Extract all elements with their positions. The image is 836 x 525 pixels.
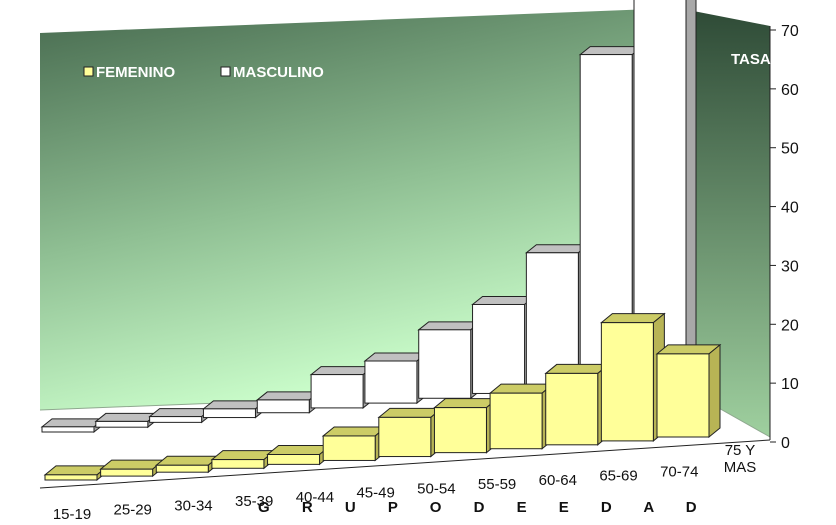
masculino-bar — [364, 360, 418, 404]
y-tick-label: 0 — [781, 435, 790, 452]
y-axis-ticks: 0 10 20 30 40 50 60 70 — [770, 23, 799, 452]
legend: FEMENINO MASCULINO — [83, 64, 324, 81]
x-tick-label: 15-19 — [53, 506, 91, 523]
masculino-bar — [202, 408, 256, 419]
femenino-bar — [545, 372, 599, 446]
x-axis-title: G R U P O D E E D A D — [258, 499, 711, 516]
femenino-bar — [378, 416, 432, 458]
femenino-bar — [211, 459, 265, 469]
masculino-bar — [418, 329, 472, 399]
x-tick-label: 40-44 — [296, 489, 334, 506]
femenino-bar — [600, 322, 654, 442]
category-labels: 15-19 25-29 30-34 35-39 40-44 45-49 50-54 55-59… — [53, 442, 756, 523]
masculino-bar — [95, 420, 149, 428]
x-tick-label: 30-34 — [174, 497, 212, 514]
y-axis-title: TASA — [731, 51, 771, 68]
femenino-bar — [656, 353, 710, 438]
x-tick-label: 45-49 — [356, 485, 394, 502]
masculino-bar — [310, 374, 364, 409]
x-tick-label: 65-69 — [599, 468, 637, 485]
masculino-bar-side — [685, 0, 697, 381]
side-wall — [678, 8, 770, 437]
legend-swatch-femenino — [83, 66, 94, 77]
x-axis-line — [39, 439, 771, 489]
y-tick-label: 30 — [781, 258, 799, 275]
y-tick-label: 20 — [781, 317, 799, 334]
femenino-bars — [43, 312, 722, 482]
masculino-bar — [149, 416, 203, 423]
y-tick-label: 50 — [781, 141, 799, 158]
femenino-bar — [489, 392, 543, 450]
masculino-bar — [472, 303, 526, 394]
legend-swatch-masculino — [220, 66, 231, 77]
masculino-bar — [256, 399, 310, 414]
x-tick-label: 55-59 — [478, 476, 516, 493]
y-tick-label: 10 — [781, 376, 799, 393]
x-tick-label: 35-39 — [235, 493, 273, 510]
femenino-bar — [433, 407, 487, 454]
femenino-bar — [44, 474, 98, 481]
femenino-bar — [322, 435, 376, 461]
y-tick-label: 70 — [781, 23, 799, 40]
y-tick-label: 40 — [781, 200, 799, 217]
x-tick-label: 25-29 — [114, 502, 152, 519]
y-tick-label: 60 — [781, 82, 799, 99]
legend-label-masculino: MASCULINO — [233, 64, 324, 81]
x-tick-label: 75 Y MAS — [724, 442, 757, 476]
x-tick-label: 50-54 — [417, 480, 455, 497]
femenino-bar — [100, 468, 154, 477]
femenino-bar-side — [708, 343, 721, 439]
x-tick-label: 70-74 — [660, 463, 698, 480]
masculino-bar — [41, 426, 95, 433]
femenino-bar — [267, 454, 321, 465]
legend-label-femenino: FEMENINO — [96, 64, 176, 81]
x-tick-label: 60-64 — [539, 472, 577, 489]
femenino-bar — [155, 464, 209, 473]
